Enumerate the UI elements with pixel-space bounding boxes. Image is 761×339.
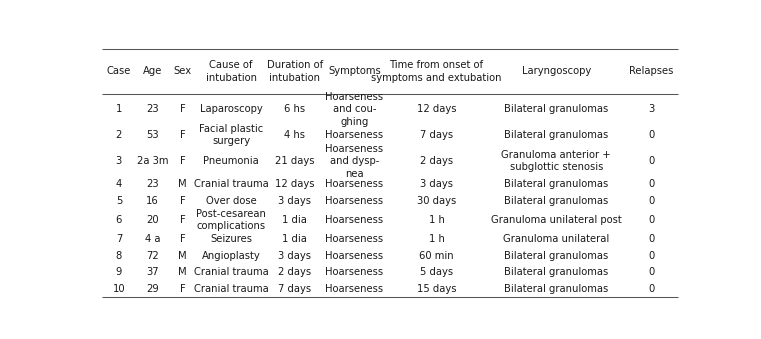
- Text: Pneumonia: Pneumonia: [203, 156, 259, 166]
- Text: Hoarseness: Hoarseness: [326, 267, 384, 277]
- Text: Time from onset of
symptoms and extubation: Time from onset of symptoms and extubati…: [371, 60, 501, 83]
- Text: 21 days: 21 days: [275, 156, 314, 166]
- Text: 1 h: 1 h: [428, 234, 444, 244]
- Text: 0: 0: [648, 215, 654, 225]
- Text: 0: 0: [648, 179, 654, 190]
- Text: 72: 72: [146, 251, 158, 261]
- Text: Hoarseness
and dysp-
nea: Hoarseness and dysp- nea: [326, 144, 384, 179]
- Text: 3: 3: [648, 104, 654, 114]
- Text: 30 days: 30 days: [417, 196, 456, 206]
- Text: Seizures: Seizures: [210, 234, 252, 244]
- Text: F: F: [180, 284, 185, 294]
- Text: 12 days: 12 days: [417, 104, 457, 114]
- Text: 60 min: 60 min: [419, 251, 454, 261]
- Text: 4 a: 4 a: [145, 234, 160, 244]
- Text: Hoarseness: Hoarseness: [326, 215, 384, 225]
- Text: Hoarseness
and cou-
ghing: Hoarseness and cou- ghing: [326, 92, 384, 127]
- Text: Bilateral granulomas: Bilateral granulomas: [504, 267, 608, 277]
- Text: Laparoscopy: Laparoscopy: [200, 104, 263, 114]
- Text: Over dose: Over dose: [205, 196, 256, 206]
- Text: Granuloma unilateral: Granuloma unilateral: [503, 234, 610, 244]
- Text: F: F: [180, 215, 185, 225]
- Text: F: F: [180, 156, 185, 166]
- Text: Granuloma anterior +
subglottic stenosis: Granuloma anterior + subglottic stenosis: [501, 150, 611, 172]
- Text: 7: 7: [116, 234, 122, 244]
- Text: Angioplasty: Angioplasty: [202, 251, 260, 261]
- Text: 0: 0: [648, 234, 654, 244]
- Text: 4 hs: 4 hs: [284, 130, 305, 140]
- Text: 1 h: 1 h: [428, 215, 444, 225]
- Text: 4: 4: [116, 179, 122, 190]
- Text: 23: 23: [146, 179, 158, 190]
- Text: 3 days: 3 days: [420, 179, 453, 190]
- Text: 37: 37: [146, 267, 158, 277]
- Text: Hoarseness: Hoarseness: [326, 234, 384, 244]
- Text: 6 hs: 6 hs: [284, 104, 305, 114]
- Text: 15 days: 15 days: [417, 284, 457, 294]
- Text: 12 days: 12 days: [275, 179, 314, 190]
- Text: Hoarseness: Hoarseness: [326, 284, 384, 294]
- Text: Bilateral granulomas: Bilateral granulomas: [504, 179, 608, 190]
- Text: 5 days: 5 days: [420, 267, 453, 277]
- Text: Age: Age: [142, 66, 162, 76]
- Text: Hoarseness: Hoarseness: [326, 130, 384, 140]
- Text: Bilateral granulomas: Bilateral granulomas: [504, 196, 608, 206]
- Text: F: F: [180, 196, 185, 206]
- Text: Cranial trauma: Cranial trauma: [194, 284, 269, 294]
- Text: Cranial trauma: Cranial trauma: [194, 179, 269, 190]
- Text: M: M: [178, 267, 186, 277]
- Text: 0: 0: [648, 156, 654, 166]
- Text: 2a 3m: 2a 3m: [136, 156, 168, 166]
- Text: F: F: [180, 130, 185, 140]
- Text: F: F: [180, 234, 185, 244]
- Text: 7 days: 7 days: [279, 284, 311, 294]
- Text: 0: 0: [648, 267, 654, 277]
- Text: Bilateral granulomas: Bilateral granulomas: [504, 130, 608, 140]
- Text: F: F: [180, 104, 185, 114]
- Text: Bilateral granulomas: Bilateral granulomas: [504, 251, 608, 261]
- Text: 6: 6: [116, 215, 122, 225]
- Text: Symptoms: Symptoms: [328, 66, 380, 76]
- Text: 23: 23: [146, 104, 158, 114]
- Text: 0: 0: [648, 196, 654, 206]
- Text: Cranial trauma: Cranial trauma: [194, 267, 269, 277]
- Text: 1: 1: [116, 104, 122, 114]
- Text: Hoarseness: Hoarseness: [326, 251, 384, 261]
- Text: 5: 5: [116, 196, 122, 206]
- Text: 3: 3: [116, 156, 122, 166]
- Text: Bilateral granulomas: Bilateral granulomas: [504, 284, 608, 294]
- Text: Sex: Sex: [174, 66, 192, 76]
- Text: Case: Case: [107, 66, 131, 76]
- Text: Laryngoscopy: Laryngoscopy: [521, 66, 591, 76]
- Text: 7 days: 7 days: [420, 130, 453, 140]
- Text: M: M: [178, 251, 186, 261]
- Text: 3 days: 3 days: [279, 196, 311, 206]
- Text: 3 days: 3 days: [279, 251, 311, 261]
- Text: 9: 9: [116, 267, 122, 277]
- Text: 0: 0: [648, 284, 654, 294]
- Text: Hoarseness: Hoarseness: [326, 196, 384, 206]
- Text: Post-cesarean
complications: Post-cesarean complications: [196, 209, 266, 231]
- Text: Hoarseness: Hoarseness: [326, 179, 384, 190]
- Text: Relapses: Relapses: [629, 66, 673, 76]
- Text: Granuloma unilateral post: Granuloma unilateral post: [491, 215, 622, 225]
- Text: Duration of
intubation: Duration of intubation: [266, 60, 323, 83]
- Text: 0: 0: [648, 251, 654, 261]
- Text: 10: 10: [113, 284, 126, 294]
- Text: 16: 16: [146, 196, 158, 206]
- Text: 29: 29: [146, 284, 158, 294]
- Text: 8: 8: [116, 251, 122, 261]
- Text: 2 days: 2 days: [420, 156, 453, 166]
- Text: 1 dia: 1 dia: [282, 234, 307, 244]
- Text: Facial plastic
surgery: Facial plastic surgery: [199, 124, 263, 146]
- Text: 0: 0: [648, 130, 654, 140]
- Text: 1 dia: 1 dia: [282, 215, 307, 225]
- Text: Bilateral granulomas: Bilateral granulomas: [504, 104, 608, 114]
- Text: Cause of
intubation: Cause of intubation: [205, 60, 256, 83]
- Text: 20: 20: [146, 215, 158, 225]
- Text: 2 days: 2 days: [279, 267, 311, 277]
- Text: 53: 53: [146, 130, 158, 140]
- Text: 2: 2: [116, 130, 122, 140]
- Text: M: M: [178, 179, 186, 190]
